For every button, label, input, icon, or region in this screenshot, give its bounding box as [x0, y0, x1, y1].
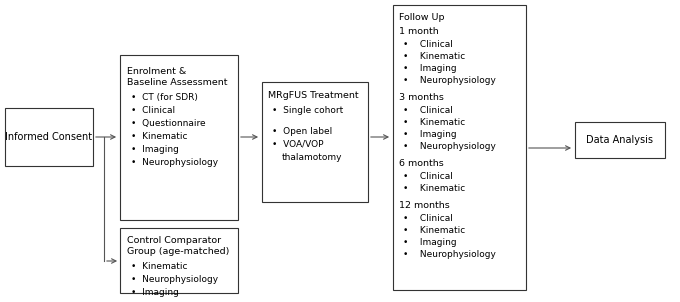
- Text: 12 months: 12 months: [399, 201, 449, 210]
- Bar: [393, 5, 526, 290]
- Text: •  Clinical: • Clinical: [131, 106, 175, 115]
- Text: Follow Up: Follow Up: [399, 13, 445, 22]
- Text: •    Neurophysiology: • Neurophysiology: [403, 142, 496, 151]
- Text: •  Imaging: • Imaging: [131, 145, 179, 154]
- Bar: [575, 122, 665, 158]
- Bar: [5, 108, 93, 166]
- Text: thalamotomy: thalamotomy: [282, 153, 343, 162]
- Text: 6 months: 6 months: [399, 159, 444, 168]
- Bar: [120, 55, 238, 220]
- Bar: [262, 82, 368, 202]
- Text: •  Single cohort: • Single cohort: [272, 106, 343, 115]
- Text: •    Kinematic: • Kinematic: [403, 52, 465, 61]
- Text: •    Kinematic: • Kinematic: [403, 184, 465, 193]
- Text: •    Neurophysiology: • Neurophysiology: [403, 250, 496, 259]
- Text: •    Kinematic: • Kinematic: [403, 226, 465, 235]
- Text: Informed Consent: Informed Consent: [5, 132, 92, 142]
- Text: •  Neurophysiology: • Neurophysiology: [131, 158, 218, 167]
- Text: •  Imaging: • Imaging: [131, 288, 179, 297]
- Text: •  Kinematic: • Kinematic: [131, 132, 188, 141]
- Text: •  Neurophysiology: • Neurophysiology: [131, 275, 218, 284]
- Text: •  Questionnaire: • Questionnaire: [131, 119, 205, 128]
- Text: Data Analysis: Data Analysis: [586, 135, 653, 145]
- Text: •  Kinematic: • Kinematic: [131, 262, 188, 271]
- Text: Control Comparator
Group (age-matched): Control Comparator Group (age-matched): [127, 236, 229, 256]
- Text: •  CT (for SDR): • CT (for SDR): [131, 93, 198, 102]
- Text: •    Neurophysiology: • Neurophysiology: [403, 76, 496, 85]
- Bar: [120, 228, 238, 293]
- Text: •    Kinematic: • Kinematic: [403, 118, 465, 127]
- Text: •    Imaging: • Imaging: [403, 130, 457, 139]
- Text: •    Imaging: • Imaging: [403, 64, 457, 73]
- Text: •    Imaging: • Imaging: [403, 238, 457, 247]
- Text: 1 month: 1 month: [399, 27, 439, 36]
- Text: •    Clinical: • Clinical: [403, 214, 453, 223]
- Text: •  VOA/VOP: • VOA/VOP: [272, 140, 324, 149]
- Text: •    Clinical: • Clinical: [403, 106, 453, 115]
- Text: •    Clinical: • Clinical: [403, 172, 453, 181]
- Text: 3 months: 3 months: [399, 93, 444, 102]
- Text: MRgFUS Treatment: MRgFUS Treatment: [268, 91, 358, 100]
- Text: Enrolment &
Baseline Assessment: Enrolment & Baseline Assessment: [127, 67, 228, 87]
- Text: •  Open label: • Open label: [272, 127, 333, 136]
- Text: •    Clinical: • Clinical: [403, 40, 453, 49]
